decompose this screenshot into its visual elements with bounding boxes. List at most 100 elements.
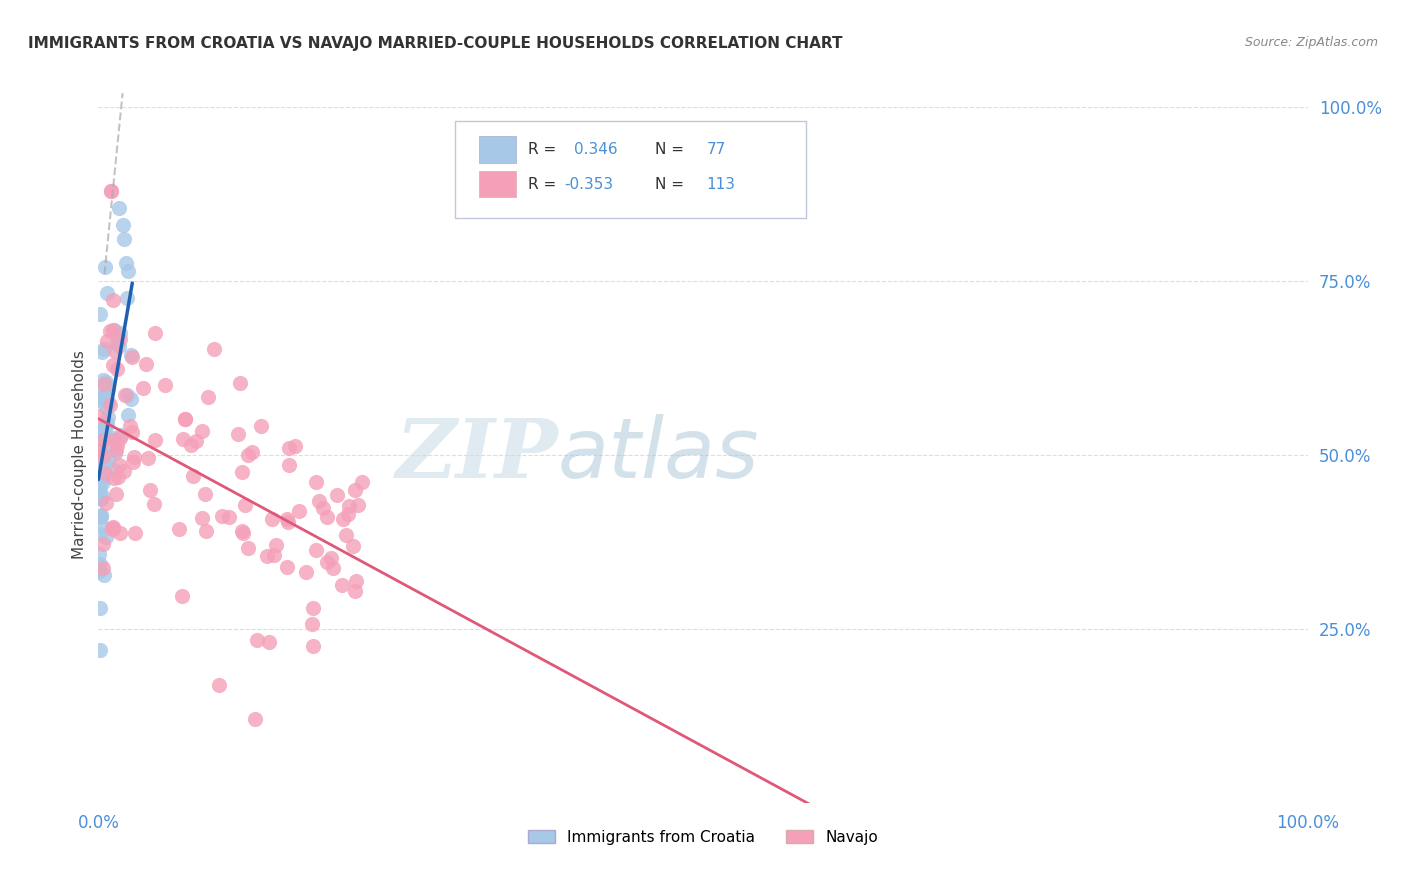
Point [117, 388, 139, 402]
Point [97, 410, 120, 425]
Point [211, 508, 233, 523]
Point [94, 376, 117, 390]
Text: R =: R = [527, 142, 561, 157]
Point [169, 522, 191, 536]
Point [105, 437, 128, 451]
Point [105, 487, 128, 501]
Point [262, 512, 284, 526]
Point [103, 358, 125, 372]
Point [89, 442, 111, 457]
Point [104, 445, 127, 459]
Point [94, 400, 117, 414]
Point [108, 458, 131, 472]
Point [96, 445, 118, 459]
Point [90, 470, 112, 484]
Point [105, 335, 128, 350]
Point [155, 377, 177, 392]
FancyBboxPatch shape [456, 121, 806, 219]
Point [231, 524, 253, 538]
Point [232, 526, 254, 541]
Point [344, 574, 367, 589]
Point [120, 419, 142, 434]
Point [235, 498, 257, 512]
Point [97, 381, 120, 395]
Point [316, 555, 339, 569]
Point [96, 334, 118, 349]
Point [91, 537, 114, 551]
Point [284, 439, 307, 453]
Point [103, 323, 125, 337]
Point [94, 260, 117, 275]
Point [90, 489, 112, 503]
Point [226, 427, 249, 442]
Point [91, 467, 114, 481]
Point [93, 475, 115, 490]
Point [87, 449, 110, 463]
Point [100, 184, 122, 198]
Point [94, 457, 117, 471]
Point [136, 451, 159, 466]
Point [96, 285, 118, 300]
Point [90, 392, 112, 406]
Point [308, 494, 330, 508]
Point [107, 469, 129, 483]
Point [89, 642, 111, 657]
Text: 0.346: 0.346 [574, 142, 617, 157]
Point [98, 398, 121, 412]
Point [93, 342, 115, 356]
Point [194, 524, 217, 538]
Point [90, 508, 112, 522]
Point [112, 464, 135, 478]
Point [89, 439, 111, 453]
Point [103, 471, 125, 485]
Point [89, 482, 111, 496]
Point [89, 467, 111, 481]
Point [91, 561, 114, 575]
Point [110, 326, 132, 340]
Point [89, 508, 111, 523]
Point [193, 486, 215, 500]
Point [276, 560, 298, 574]
Point [208, 677, 231, 691]
Point [186, 434, 208, 449]
Point [89, 600, 111, 615]
Point [117, 408, 139, 422]
Point [117, 263, 139, 277]
Point [103, 463, 125, 477]
Point [87, 456, 110, 470]
Text: -0.353: -0.353 [564, 177, 613, 192]
Point [91, 344, 114, 359]
Point [89, 307, 111, 321]
Point [90, 510, 112, 524]
Point [170, 589, 193, 603]
Point [89, 381, 111, 395]
Point [343, 483, 366, 497]
Point [276, 515, 298, 529]
Point [143, 433, 166, 447]
Point [101, 521, 124, 535]
Point [89, 527, 111, 541]
Bar [479, 171, 516, 197]
Point [302, 639, 325, 653]
Point [98, 324, 121, 338]
Text: atlas: atlas [558, 415, 759, 495]
Point [87, 564, 110, 578]
Point [93, 377, 115, 392]
Point [295, 565, 318, 579]
Text: 113: 113 [707, 177, 735, 192]
Point [121, 455, 143, 469]
Point [90, 491, 112, 506]
Point [121, 351, 143, 365]
Point [139, 483, 162, 498]
Point [236, 541, 259, 556]
Point [103, 433, 125, 447]
Point [344, 583, 367, 598]
Point [191, 424, 214, 438]
Point [87, 458, 110, 473]
Point [276, 512, 298, 526]
Point [218, 509, 240, 524]
Point [115, 291, 138, 305]
Point [90, 424, 112, 438]
Text: 77: 77 [707, 142, 725, 157]
Point [263, 549, 285, 563]
